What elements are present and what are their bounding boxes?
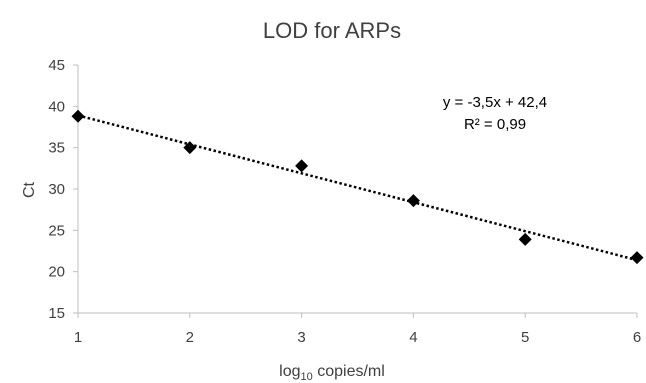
x-axis-title: log10 copies/ml <box>279 363 385 383</box>
x-tick-label: 2 <box>186 329 194 346</box>
x-axis-title-suffix: copies/ml <box>313 363 385 380</box>
trendline <box>77 114 638 262</box>
trendline-r-squared: R² = 0,99 <box>464 116 526 133</box>
data-point <box>518 232 532 246</box>
x-tick-label: 6 <box>633 329 641 346</box>
data-point <box>183 141 197 155</box>
data-point <box>630 251 644 265</box>
x-axis-title-subscript: 10 <box>301 371 313 383</box>
y-tick-label: 45 <box>48 57 65 74</box>
y-tick-label: 30 <box>48 181 65 198</box>
trendline-group <box>77 114 638 262</box>
y-tick-label: 25 <box>48 222 65 239</box>
data-point <box>71 109 85 123</box>
data-point <box>406 194 420 208</box>
data-points <box>71 109 644 265</box>
x-axis-title-prefix: log <box>279 363 300 380</box>
y-tick-label: 40 <box>48 98 65 115</box>
data-point <box>295 159 309 173</box>
chart-title: LOD for ARPs <box>263 18 401 43</box>
y-tick-label: 20 <box>48 264 65 281</box>
y-tick-label: 35 <box>48 140 65 157</box>
x-tick-label: 4 <box>409 329 417 346</box>
y-axis-title: Ct <box>21 181 38 198</box>
y-tick-label: 15 <box>48 305 65 322</box>
trendline-equation: y = -3,5x + 42,4 <box>443 94 547 111</box>
x-tick-label: 3 <box>297 329 305 346</box>
x-tick-label: 5 <box>521 329 529 346</box>
x-tick-label: 1 <box>74 329 82 346</box>
